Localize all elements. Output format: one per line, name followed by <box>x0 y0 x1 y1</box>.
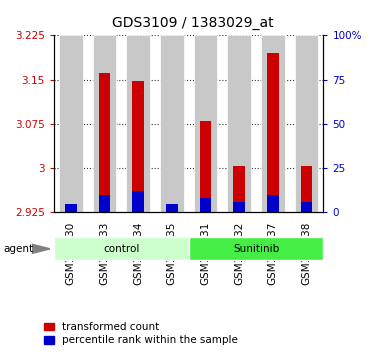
Text: Sunitinib: Sunitinib <box>233 244 279 254</box>
Legend: transformed count, percentile rank within the sample: transformed count, percentile rank withi… <box>44 322 238 345</box>
Bar <box>233 202 245 212</box>
Bar <box>199 198 211 212</box>
Bar <box>132 81 144 212</box>
Polygon shape <box>32 244 50 253</box>
Bar <box>54 237 189 260</box>
Bar <box>99 73 110 212</box>
Bar <box>228 35 251 212</box>
Bar <box>166 204 178 212</box>
Bar <box>301 166 313 212</box>
Bar <box>65 204 77 212</box>
Bar <box>166 205 178 212</box>
Bar <box>267 53 279 212</box>
Bar <box>295 35 318 212</box>
Bar <box>261 35 285 212</box>
Bar <box>194 35 217 212</box>
Bar <box>93 35 116 212</box>
Text: control: control <box>103 244 139 254</box>
Bar <box>233 166 245 212</box>
Bar <box>199 121 211 212</box>
Bar <box>59 35 82 212</box>
Bar <box>126 35 150 212</box>
Bar <box>99 195 110 212</box>
Bar <box>267 195 279 212</box>
Bar <box>189 237 323 260</box>
Text: GDS3109 / 1383029_at: GDS3109 / 1383029_at <box>112 16 273 30</box>
Text: agent: agent <box>4 244 34 254</box>
Bar <box>160 35 184 212</box>
Bar <box>301 202 313 212</box>
Bar <box>132 191 144 212</box>
